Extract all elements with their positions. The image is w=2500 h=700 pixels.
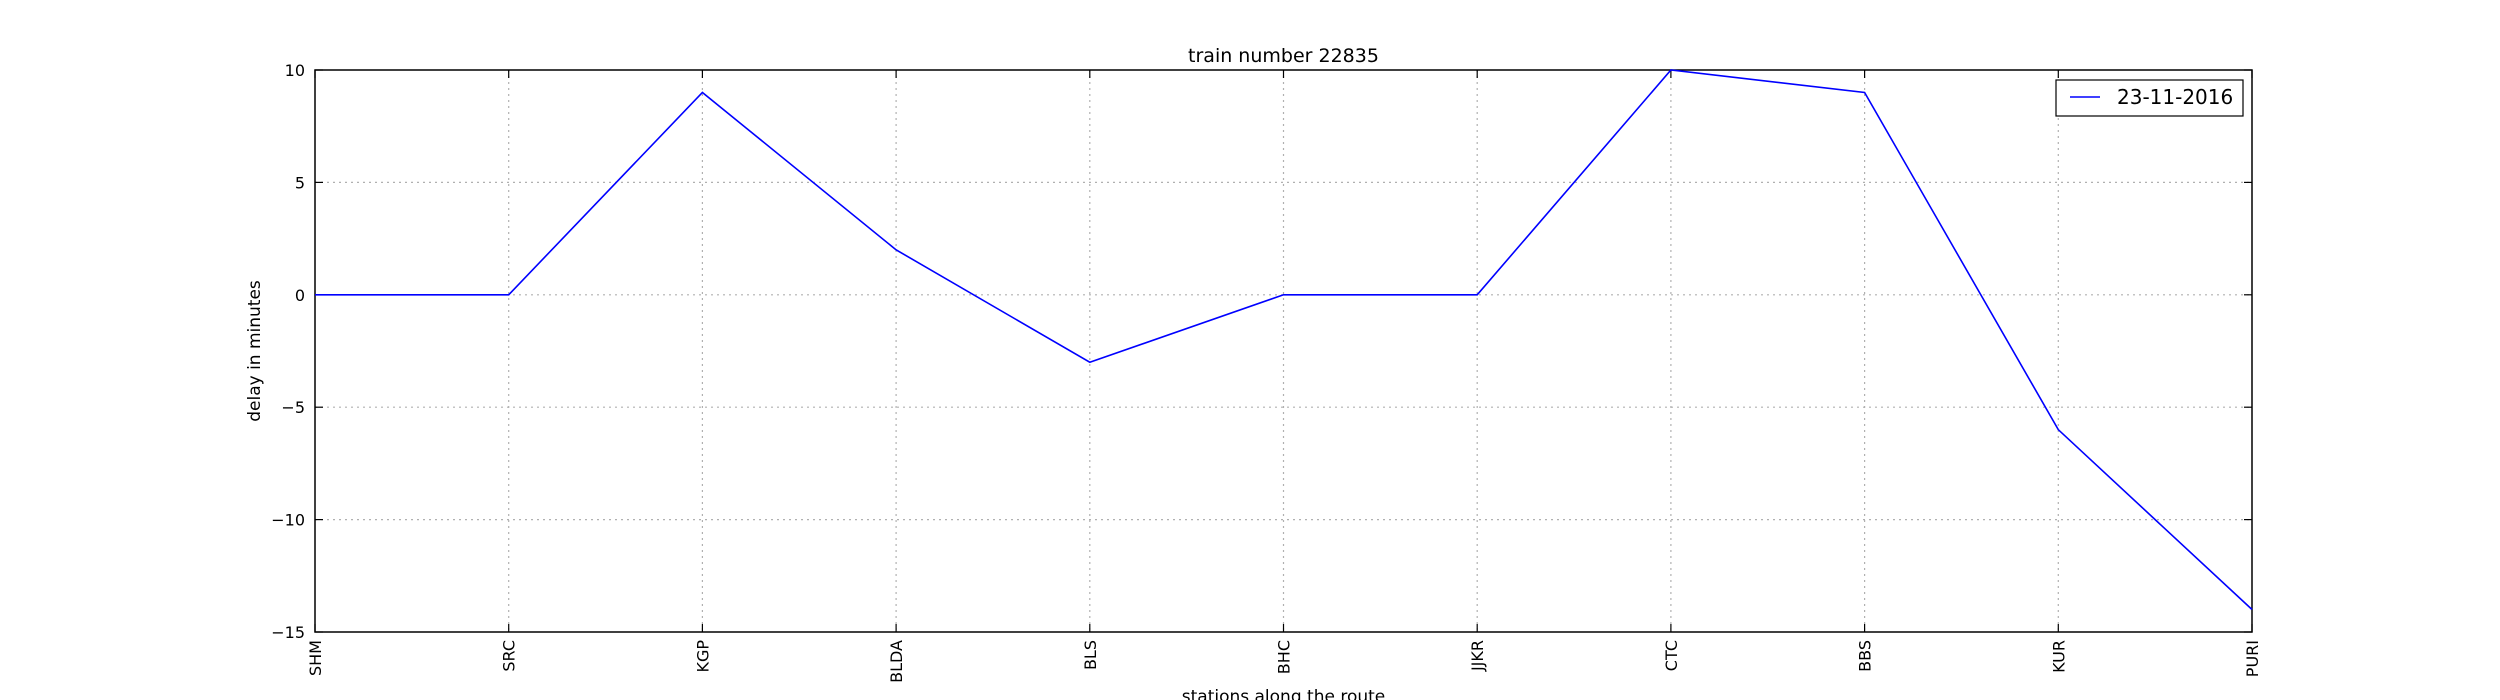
y-axis-ticks: 10 5 0 −5 −10 −15 (271, 61, 2252, 642)
series-line (315, 69, 2253, 611)
legend-entry-label: 23-11-2016 (2117, 85, 2233, 109)
x-axis-label: stations along the route (1182, 687, 1386, 700)
legend: 23-11-2016 (2055, 79, 2244, 117)
x-tick-label: KUR (2049, 640, 2068, 673)
x-tick-label: BBS (1856, 640, 1875, 672)
series-lines (315, 69, 2253, 611)
y-tick-label: 5 (295, 173, 305, 192)
y-tick-label: 0 (295, 286, 305, 305)
x-tick-label: KGP (693, 640, 712, 673)
y-tick-label: −15 (271, 623, 305, 642)
x-tick-label: BLS (1081, 640, 1100, 670)
grid-lines (315, 70, 2252, 632)
legend-box (2055, 79, 2244, 117)
x-tick-label: SHM (306, 640, 325, 676)
x-tick-label: BLDA (887, 640, 906, 683)
x-axis-ticks: SHM SRC KGP BLDA BLS BHC JJKR CTC BBS KUR PURI (306, 70, 2262, 683)
x-tick-label: BHC (1275, 640, 1294, 674)
y-tick-label: 10 (285, 61, 305, 80)
x-tick-label: PURI (2243, 640, 2262, 677)
x-tick-label: JJKR (1468, 640, 1487, 672)
y-tick-label: −5 (281, 398, 305, 417)
x-tick-label: SRC (500, 640, 519, 672)
chart-title: train number 22835 (1188, 45, 1379, 67)
y-axis-label: delay in minutes (245, 280, 265, 422)
x-tick-label: CTC (1662, 640, 1681, 671)
y-tick-label: −10 (271, 511, 305, 530)
